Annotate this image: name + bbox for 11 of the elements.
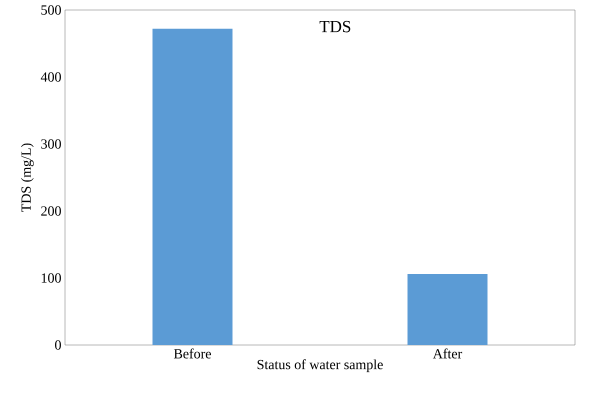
chart-title: TDS	[320, 20, 350, 32]
x-tick-label: After	[432, 348, 462, 358]
x-tick-label: Before	[174, 348, 211, 358]
y-tick-label: 200	[41, 206, 61, 216]
y-tick-label: 300	[41, 139, 61, 149]
y-tick-label: 0	[55, 340, 61, 350]
y-tick-label: 500	[41, 5, 61, 15]
y-tick-label: 100	[42, 273, 61, 283]
x-axis-title: Status of water sample	[258, 359, 383, 372]
y-axis-title: TDS (mg/L)	[21, 143, 34, 212]
y-tick-label: 400	[40, 72, 61, 82]
